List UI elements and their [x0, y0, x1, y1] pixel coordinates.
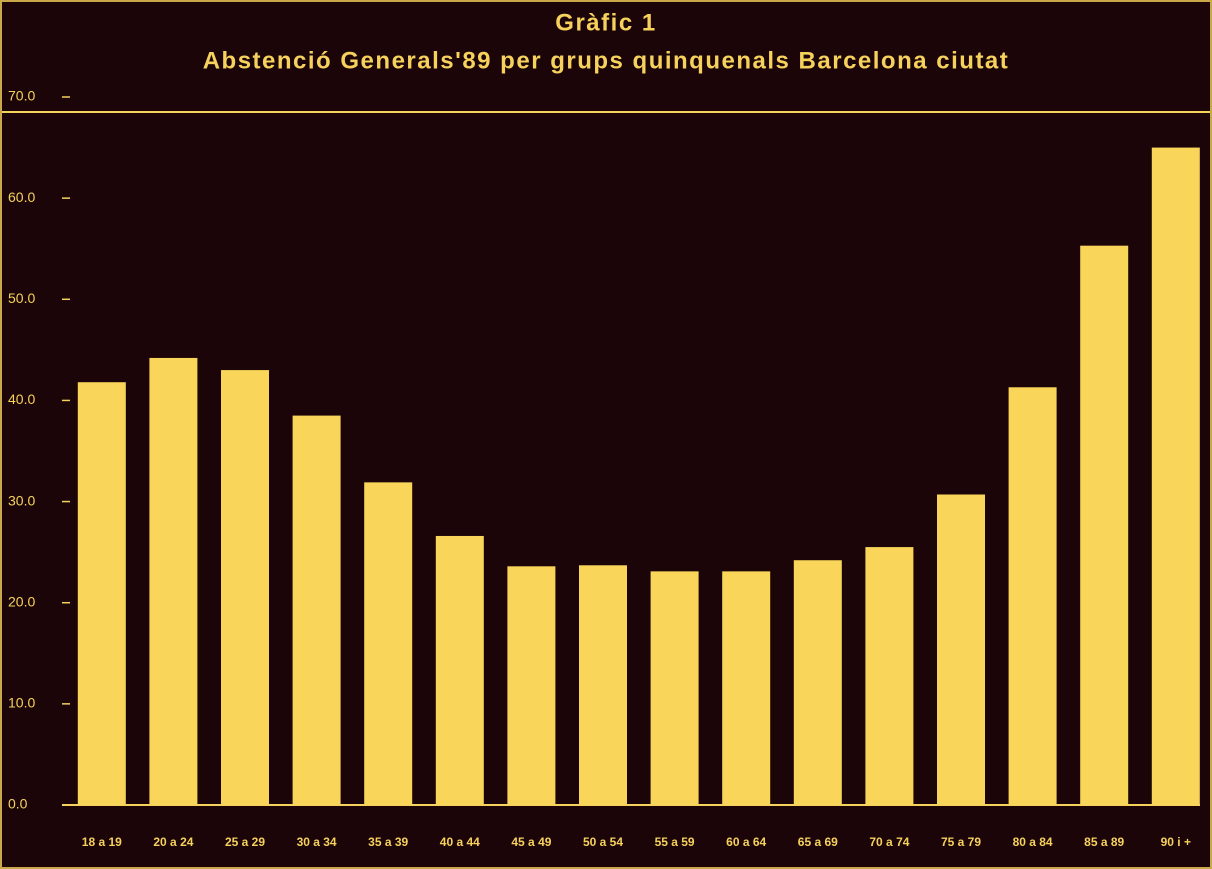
y-tick-label: 40.0 — [8, 391, 35, 407]
bar — [722, 571, 771, 805]
y-tick-label: 20.0 — [8, 593, 35, 609]
bar — [221, 370, 269, 805]
x-tick-label: 20 a 24 — [153, 835, 193, 849]
bar — [1080, 245, 1129, 805]
y-tick-label: 10.0 — [8, 695, 35, 711]
bar — [364, 482, 413, 805]
chart-subtitle: Abstenció Generals'89 per grups quinquen… — [203, 47, 1010, 74]
x-tick-label: 65 a 69 — [798, 835, 838, 849]
bar — [793, 560, 842, 805]
x-tick-label: 80 a 84 — [1013, 835, 1053, 849]
x-tick-label: 18 a 19 — [82, 835, 122, 849]
x-tick-label: 35 a 39 — [368, 835, 408, 849]
bar — [507, 566, 556, 805]
chart-title: Gràfic 1 — [555, 9, 656, 36]
x-tick-label: 25 a 29 — [225, 835, 265, 849]
y-tick-label: 0.0 — [8, 796, 28, 812]
bar — [579, 565, 627, 805]
bar — [650, 571, 699, 805]
bar — [1151, 147, 1200, 806]
x-tick-label: 60 a 64 — [726, 835, 766, 849]
x-tick-label: 45 a 49 — [511, 835, 551, 849]
bar — [937, 494, 985, 805]
y-tick-label: 50.0 — [8, 290, 35, 306]
x-tick-label: 75 a 79 — [941, 835, 981, 849]
x-tick-label: 50 a 54 — [583, 835, 623, 849]
x-tick-label: 70 a 74 — [869, 835, 909, 849]
x-tick-label: 40 a 44 — [440, 835, 480, 849]
bar — [77, 382, 126, 805]
x-tick-label: 30 a 34 — [297, 835, 337, 849]
x-tick-label: 90 i + — [1161, 835, 1191, 849]
bar — [292, 415, 341, 805]
y-tick-label: 30.0 — [8, 492, 35, 508]
x-tick-label: 85 a 89 — [1084, 835, 1124, 849]
y-tick-label: 70.0 — [8, 88, 35, 104]
bar — [435, 535, 484, 805]
bar — [149, 357, 198, 805]
x-tick-label: 55 a 59 — [655, 835, 695, 849]
bar — [865, 547, 914, 805]
y-tick-label: 60.0 — [8, 189, 35, 205]
bar — [1008, 387, 1057, 805]
